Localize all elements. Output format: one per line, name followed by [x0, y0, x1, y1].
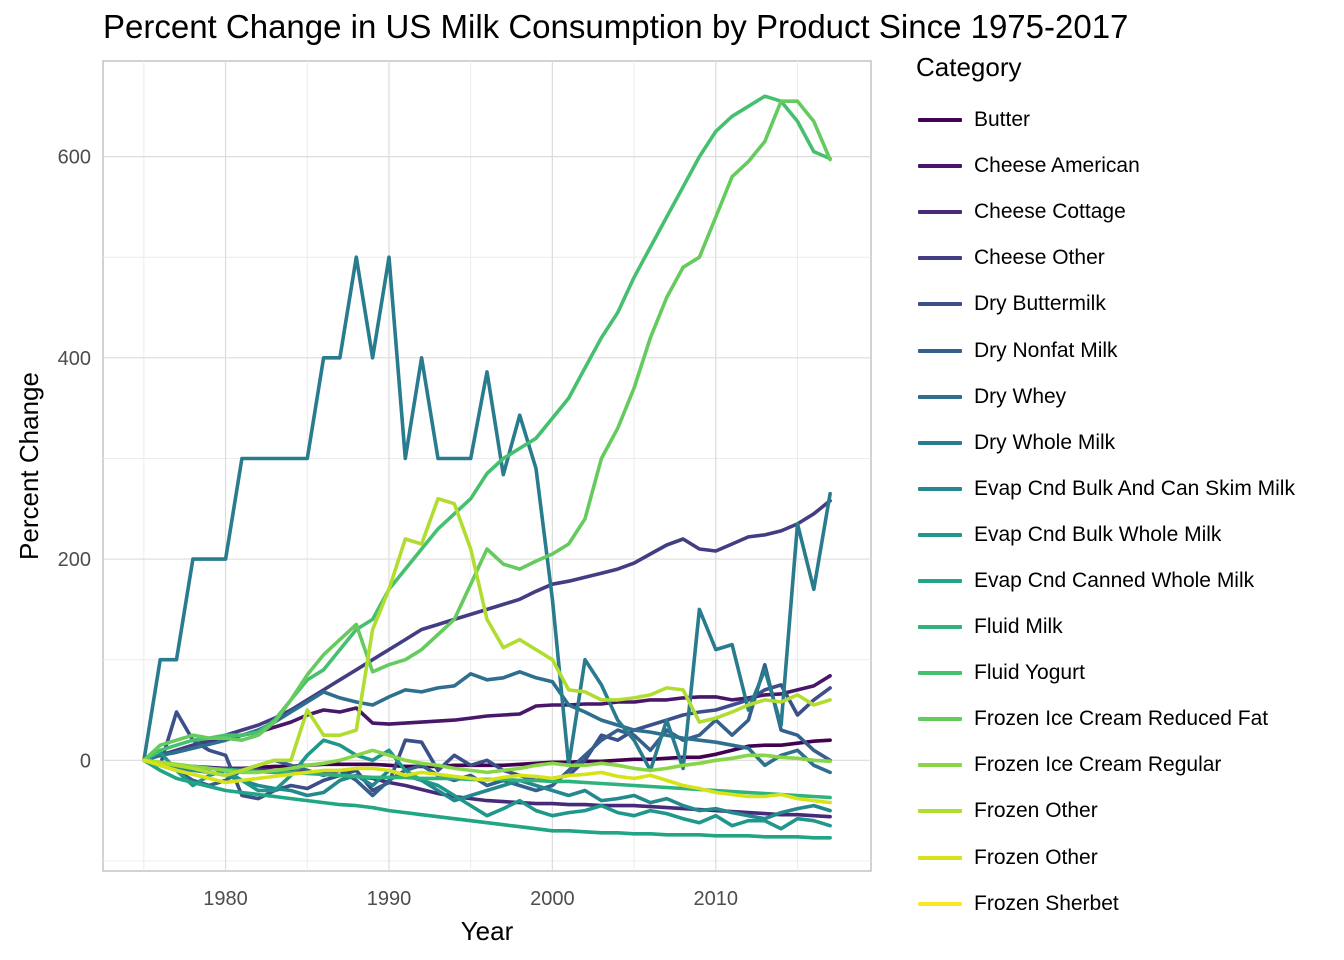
legend-item: Frozen Ice Cream Reduced Fat: [916, 696, 1295, 742]
plot-panel: [102, 60, 872, 872]
legend-label: Dry Nonfat Milk: [974, 338, 1118, 362]
legend-label: Fluid Yogurt: [974, 661, 1085, 685]
legend-label: Frozen Sherbet: [974, 891, 1119, 915]
y-tick-label: 0: [80, 750, 91, 772]
legend-label: Evap Cnd Bulk And Can Skim Milk: [974, 476, 1295, 500]
legend-swatch: [918, 440, 962, 445]
series-line: [142, 94, 832, 763]
series-line: [142, 498, 832, 763]
legend-label: Fluid Milk: [974, 615, 1063, 639]
legend-label: Frozen Other: [974, 799, 1098, 823]
legend-label: Dry Whey: [974, 384, 1067, 408]
legend-swatch: [918, 855, 962, 860]
y-tick-label: 200: [58, 549, 91, 571]
series-line: [142, 683, 832, 801]
legend-item: Cheese Cottage: [916, 189, 1295, 235]
legend-swatch: [918, 671, 962, 676]
legend-label: Cheese Other: [974, 246, 1105, 270]
legend-label: Evap Cnd Canned Whole Milk: [974, 568, 1255, 592]
legend-item: Frozen Other: [916, 788, 1295, 834]
legend-swatch: [918, 901, 962, 906]
series-line: [142, 255, 832, 773]
legend-item: Fluid Yogurt: [916, 650, 1295, 696]
legend-swatch: [918, 532, 962, 537]
legend-label: Frozen Ice Cream Reduced Fat: [974, 707, 1269, 731]
legend-item: Butter: [916, 97, 1295, 143]
series-line: [142, 758, 832, 840]
y-tick-label: 600: [58, 147, 91, 169]
legend-label: Frozen Ice Cream Regular: [974, 753, 1222, 777]
series-line: [142, 758, 832, 819]
legend-label: Dry Buttermilk: [974, 292, 1106, 316]
legend: Category Butter Cheese American Cheese Cot…: [916, 52, 1295, 927]
legend-swatch: [918, 256, 962, 261]
legend-item: Frozen Ice Cream Regular: [916, 742, 1295, 788]
legend-item: Evap Cnd Canned Whole Milk: [916, 558, 1295, 604]
legend-label: Cheese American: [974, 154, 1140, 178]
legend-swatch: [918, 394, 962, 399]
chart-title: Percent Change in US Milk Consumption by…: [103, 8, 1129, 45]
series-line: [142, 738, 832, 831]
legend-label: Butter: [974, 108, 1031, 132]
legend-title: Category: [916, 52, 1022, 82]
series-line: [142, 748, 832, 775]
x-tick-label: 1990: [367, 888, 412, 910]
legend-item: Frozen Other: [916, 835, 1295, 881]
y-tick-label: 400: [58, 348, 91, 370]
legend-swatch: [918, 809, 962, 814]
legend-label: Cheese Cottage: [974, 200, 1126, 224]
x-tick-label: 2010: [694, 888, 739, 910]
series-line: [142, 99, 832, 763]
legend-label: Evap Cnd Bulk Whole Milk: [974, 522, 1222, 546]
legend-swatch: [918, 164, 962, 169]
series-line: [142, 738, 832, 771]
legend-item: Fluid Milk: [916, 604, 1295, 650]
legend-item: Evap Cnd Bulk Whole Milk: [916, 512, 1295, 558]
legend-swatch: [918, 625, 962, 630]
series-line: [142, 758, 832, 805]
legend-swatch: [918, 717, 962, 722]
series-line: [142, 758, 832, 821]
legend-swatch: [918, 486, 962, 491]
x-axis-ticks: 1980 1990 2000 2010: [203, 888, 738, 910]
major-gridlines: [103, 61, 871, 871]
x-tick-label: 1980: [203, 888, 248, 910]
legend-item: Cheese Other: [916, 235, 1295, 281]
legend-swatch: [918, 578, 962, 583]
legend-item: Dry Nonfat Milk: [916, 327, 1295, 373]
legend-item: Dry Buttermilk: [916, 281, 1295, 327]
series-lines: [142, 94, 832, 840]
x-tick-label: 2000: [530, 888, 575, 910]
legend-swatch: [918, 210, 962, 215]
legend-swatch: [918, 118, 962, 123]
legend-items: Butter Cheese American Cheese Cottage Chees…: [916, 97, 1295, 927]
x-axis-label: Year: [461, 916, 514, 946]
legend-swatch: [918, 302, 962, 307]
y-axis-label: Percent Change: [14, 372, 44, 560]
legend-label: Frozen Other: [974, 845, 1098, 869]
legend-item: Frozen Sherbet: [916, 881, 1295, 927]
legend-item: Evap Cnd Bulk And Can Skim Milk: [916, 466, 1295, 512]
legend-label: Dry Whole Milk: [974, 430, 1116, 454]
y-axis-ticks: 0 200 400 600: [58, 147, 91, 773]
legend-swatch: [918, 763, 962, 768]
legend-item: Dry Whey: [916, 374, 1295, 420]
legend-item: Cheese American: [916, 143, 1295, 189]
legend-item: Dry Whole Milk: [916, 420, 1295, 466]
legend-swatch: [918, 348, 962, 353]
series-line: [142, 496, 832, 778]
